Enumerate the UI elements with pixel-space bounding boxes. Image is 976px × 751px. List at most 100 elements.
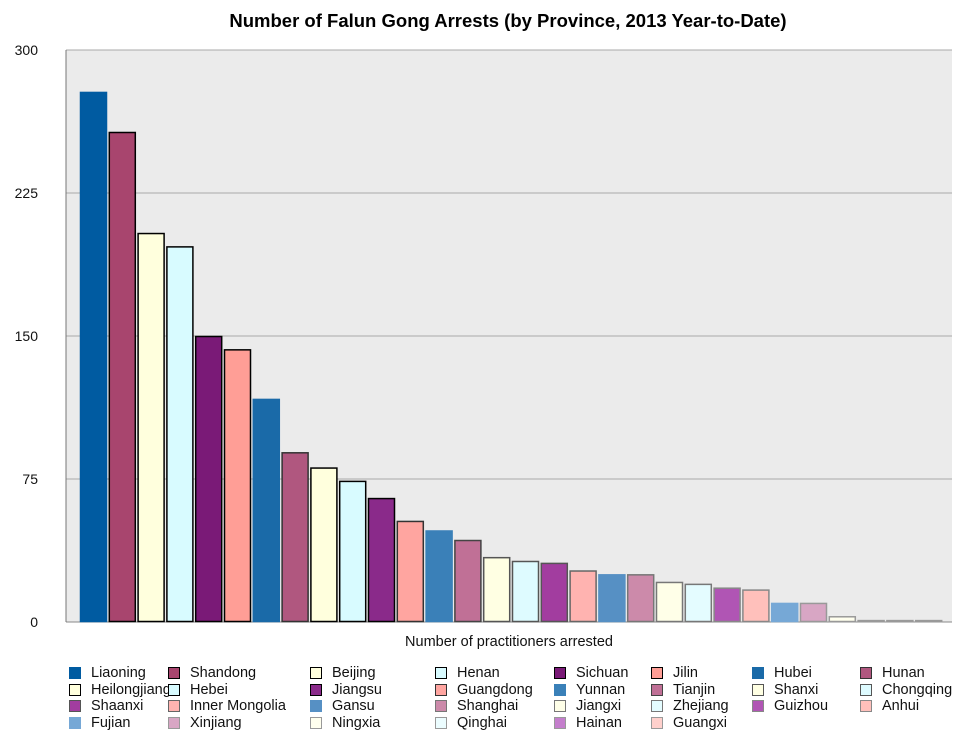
legend-swatch (554, 716, 566, 729)
legend-label: Ningxia (332, 714, 381, 731)
chart-title: Number of Falun Gong Arrests (by Provinc… (229, 10, 787, 31)
legend-swatch (168, 683, 180, 696)
legend-label: Sichuan (576, 665, 629, 681)
bar-chart: 0 75 150 225 300 (15, 42, 952, 630)
y-tick-label: 225 (15, 185, 39, 201)
legend-label: Hunan (882, 665, 925, 681)
legend-item: Shaanxi (69, 698, 143, 714)
legend-swatch (435, 700, 447, 712)
bar-hunan (281, 452, 309, 623)
legend-label: Jiangxi (576, 698, 622, 714)
legend-item: Sichuan (554, 665, 628, 681)
legend-swatch (69, 683, 81, 696)
legend-swatch (554, 683, 566, 696)
legend-swatch (752, 667, 764, 679)
legend-swatch (69, 667, 81, 679)
bar-guizhou (713, 587, 741, 623)
legend-item: Jiangxi (554, 698, 621, 714)
legend-swatch (651, 700, 663, 712)
legend-swatch (860, 700, 872, 712)
legend-item: Hebei (168, 682, 228, 698)
y-tick-label: 75 (22, 471, 38, 487)
legend-label: Jiangsu (332, 681, 382, 698)
bar-gansu (598, 574, 626, 623)
legend-swatch (168, 700, 180, 712)
legend-label: Fujian (91, 714, 131, 731)
legend-swatch (860, 683, 872, 696)
legend-swatch (651, 716, 663, 729)
legend-label: Jilin (673, 665, 698, 681)
legend-item: Jiangsu (310, 682, 382, 698)
legend-label: Guangdong (457, 681, 533, 698)
legend-label: Liaoning (91, 665, 146, 681)
bar-xinjiang (799, 602, 828, 623)
legend-label: Yunnan (576, 681, 626, 698)
bar-henan (166, 246, 194, 623)
legend-swatch (651, 667, 663, 679)
legend-item: Tianjin (651, 682, 715, 698)
legend-swatch (310, 716, 322, 729)
legend-item: Guizhou (752, 698, 828, 714)
bar-shandong (108, 131, 137, 623)
legend-label: Heilongjiang (91, 681, 171, 698)
legend-item: Hunan (860, 665, 925, 681)
bar-hubei (252, 398, 281, 623)
legend-label: Guangxi (673, 714, 728, 731)
y-tick-label: 150 (15, 328, 39, 344)
bar-shaanxi (540, 562, 569, 623)
bar-guangxi (914, 619, 943, 623)
legend-swatch (310, 683, 322, 696)
legend-label: Inner Mongolia (190, 698, 286, 714)
legend-swatch (168, 667, 180, 679)
bar-fujian (770, 602, 799, 623)
legend-label: Shandong (190, 665, 257, 681)
legend-label: Hubei (774, 665, 812, 681)
legend-swatch (435, 716, 447, 729)
legend-item: Zhejiang (651, 698, 729, 714)
legend-swatch (310, 700, 322, 712)
legend-label: Gansu (332, 698, 375, 714)
bar-hainan (886, 619, 914, 623)
legend-label: Qinghai (457, 714, 507, 731)
legend-label: Shaanxi (91, 698, 144, 714)
bar-shanghai (626, 574, 655, 623)
bar-guangdong (396, 520, 425, 623)
bar-tianjin (454, 539, 482, 623)
x-axis-title: Number of practitioners arrested (405, 634, 613, 650)
legend-item: Hainan (554, 715, 622, 731)
legend-swatch (69, 716, 81, 729)
legend-swatch (435, 667, 447, 679)
bar-beijing (137, 232, 165, 623)
bar-chongqing (511, 560, 540, 623)
legend-item: Ningxia (310, 715, 380, 731)
bar-inner-mongolia (569, 570, 597, 623)
bar-jiangxi (655, 581, 684, 623)
legend-label: Guizhou (774, 698, 829, 714)
legend-item: Gansu (310, 698, 375, 714)
legend-label: Hainan (576, 714, 622, 731)
bar-ningxia (828, 616, 857, 623)
legend-item: Guangdong (435, 682, 533, 698)
bar-heilongjiang (310, 467, 338, 623)
bar-jiangsu (367, 497, 396, 623)
legend-swatch (435, 683, 447, 696)
legend-label: Shanxi (774, 681, 819, 698)
legend-item: Xinjiang (168, 715, 242, 731)
legend-swatch (860, 667, 872, 679)
legend-item: Yunnan (554, 682, 625, 698)
legend-swatch (752, 683, 764, 696)
legend-swatch (168, 716, 180, 729)
bar-jilin (223, 349, 252, 623)
legend-swatch (651, 683, 663, 696)
plot-area: 0 75 150 225 300 (15, 42, 952, 630)
legend-item: Shanghai (435, 698, 518, 714)
legend-swatch (310, 667, 322, 679)
legend-swatch (554, 667, 566, 679)
legend-label: Hebei (190, 681, 228, 698)
legend-item: Shanxi (752, 682, 818, 698)
legend-item: Jilin (651, 665, 698, 681)
legend-item: Inner Mongolia (168, 698, 286, 714)
legend-item: Chongqing (860, 682, 952, 698)
bar-shanxi (482, 556, 511, 623)
legend-label: Tianjin (673, 681, 716, 698)
